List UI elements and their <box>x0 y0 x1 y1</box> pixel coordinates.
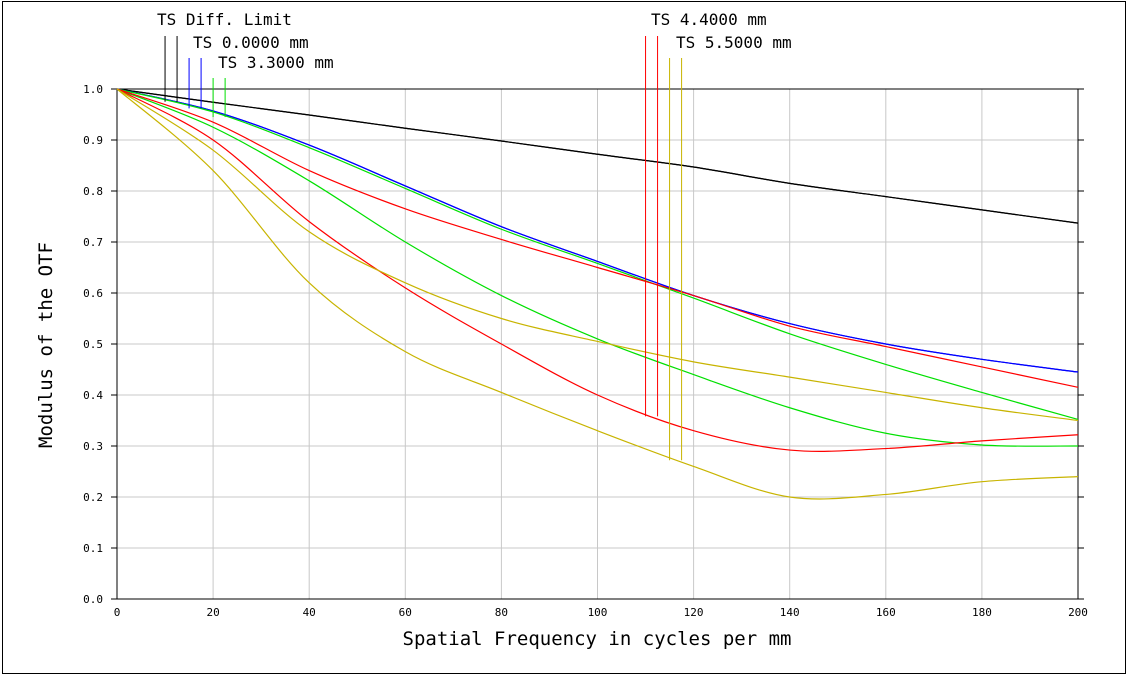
series-line-ts-3-3000-mm-sagittal <box>116 88 1079 447</box>
x-tick-label: 140 <box>780 606 800 619</box>
y-tick-label: 0.3 <box>83 440 103 453</box>
legend: TS Diff. Limit TS 0.0000 mm TS 3.3000 mm… <box>157 10 792 72</box>
x-tick-label: 180 <box>972 606 992 619</box>
y-tick-label: 0.0 <box>83 593 103 606</box>
legend-label-diff-limit: TS Diff. Limit <box>157 10 292 29</box>
y-tick-label: 0.4 <box>83 389 103 402</box>
grid-lines <box>117 89 1078 599</box>
y-tick-label: 0.5 <box>83 338 103 351</box>
series-line-ts-4-4000-mm-tangential <box>116 88 1079 388</box>
x-tick-label: 80 <box>495 606 508 619</box>
legend-label-0mm: TS 0.0000 mm <box>193 33 309 52</box>
legend-markers <box>164 36 683 461</box>
x-tick-label: 0 <box>114 606 121 619</box>
series-line-ts-4-4000-mm-sagittal <box>116 88 1079 452</box>
y-tick-label: 0.9 <box>83 134 103 147</box>
legend-label-5-5mm: TS 5.5000 mm <box>676 33 792 52</box>
x-tick-label: 120 <box>684 606 704 619</box>
x-axis-ticks: 0 20 40 60 80 100 120 140 160 180 200 <box>114 606 1088 619</box>
x-tick-label: 40 <box>303 606 316 619</box>
series-line-ts-0-0000-mm-sagittal <box>116 88 1079 373</box>
series-line-ts-5-5000-mm-tangential <box>116 88 1079 422</box>
x-tick-label: 100 <box>588 606 608 619</box>
y-tick-label: 0.2 <box>83 491 103 504</box>
x-tick-label: 200 <box>1068 606 1088 619</box>
y-tick-label: 0.8 <box>83 185 103 198</box>
y-tick-label: 0.1 <box>83 542 103 555</box>
series-line-ts-5-5000-mm-sagittal <box>116 88 1079 500</box>
series-lines <box>116 88 1079 500</box>
legend-label-3-3mm: TS 3.3000 mm <box>218 53 334 72</box>
series-line-ts-diff-limit-sagittal <box>116 88 1079 224</box>
y-tick-label: 0.7 <box>83 236 103 249</box>
series-line-ts-3-3000-mm-tangential <box>116 88 1079 421</box>
y-axis-ticks: 0.0 0.1 0.2 0.3 0.4 0.5 0.6 0.7 0.8 0.9 1.0 <box>83 83 1084 606</box>
x-tick-label: 20 <box>206 606 219 619</box>
y-tick-label: 0.6 <box>83 287 103 300</box>
y-axis-label: Modulus of the OTF <box>35 242 57 448</box>
legend-label-4-4mm: TS 4.4000 mm <box>651 10 767 29</box>
x-axis-label: Spatial Frequency in cycles per mm <box>403 628 792 650</box>
y-tick-label: 1.0 <box>83 83 103 96</box>
x-tick-label: 60 <box>399 606 412 619</box>
x-tick-label: 160 <box>876 606 896 619</box>
